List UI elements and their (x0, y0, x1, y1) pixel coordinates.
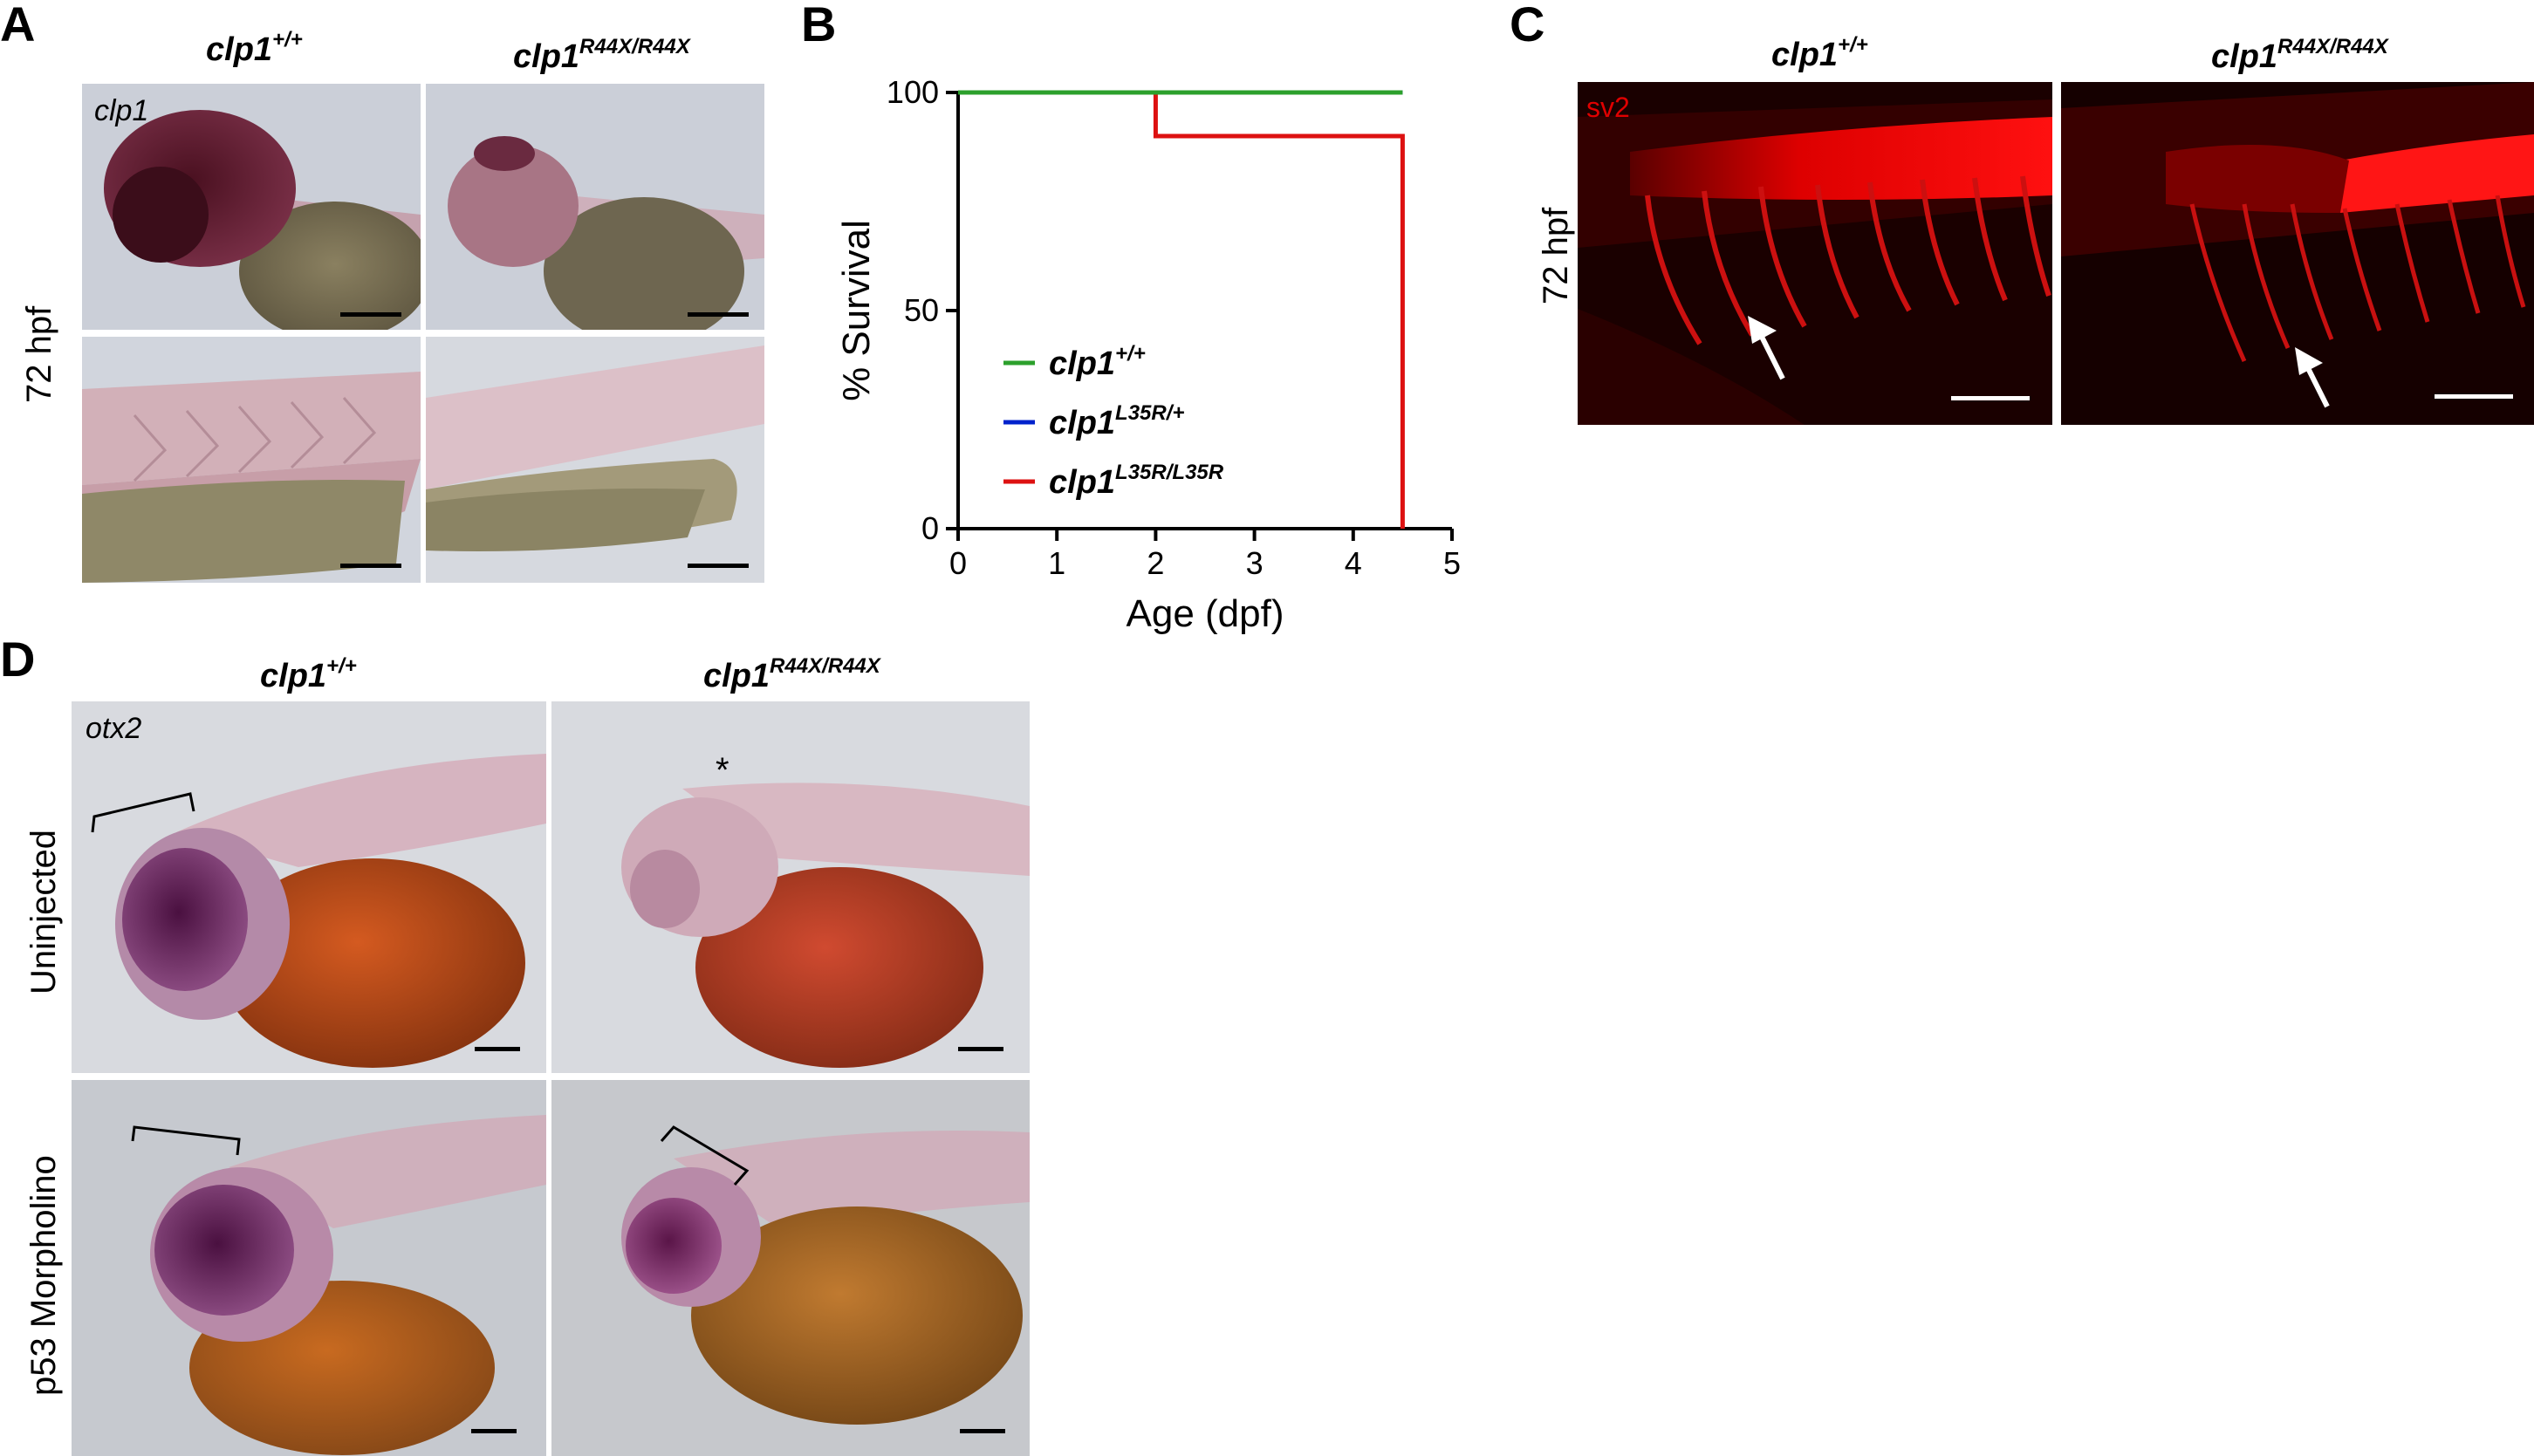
scale-bar (960, 1429, 1005, 1433)
panel-c-stage-label: 72 hpf (1537, 207, 1575, 304)
x-tick-label: 0 (949, 545, 967, 581)
panel-c-mutant-image (2061, 82, 2534, 425)
scale-bar (688, 564, 749, 568)
scale-bar (958, 1047, 1003, 1051)
x-axis-label: Age (dpf) (1127, 592, 1284, 635)
x-tick-label: 5 (1443, 545, 1461, 581)
y-axis-label: % Survival (835, 220, 878, 401)
scale-bar (2435, 394, 2513, 399)
panel-a-mutant-trunk-image (426, 337, 764, 583)
panel-d-row2-label: p53 Morpholino (24, 1155, 63, 1396)
scale-bar (340, 564, 401, 568)
panel-d-wt-uninjected-image: otx2 (72, 701, 546, 1073)
panel-d-gene-label: otx2 (86, 712, 142, 745)
panel-d-mutant-p53mo-image (551, 1080, 1030, 1456)
x-tick-label: 2 (1147, 545, 1164, 581)
y-tick-label: 50 (904, 292, 939, 328)
panel-a-mutant-head-image (426, 84, 764, 330)
panel-a-wt-head-image: clp1 (82, 84, 421, 330)
panel-label-b: B (801, 0, 837, 51)
scale-bar (1951, 396, 2030, 400)
scale-bar (688, 312, 749, 317)
panel-label-a: A (0, 0, 36, 51)
scale-bar (340, 312, 401, 317)
panel-c-stain-label: sv2 (1586, 92, 1630, 123)
panel-d-genotype-wt: clp1+/+ (260, 654, 357, 694)
scale-bar (475, 1047, 520, 1051)
panel-c-wt-image: sv2 (1578, 82, 2052, 425)
panel-c-genotype-mutant: clp1R44X/R44X (2211, 35, 2388, 75)
scale-bar (471, 1429, 517, 1433)
panel-d-asterisk: * (716, 751, 729, 790)
y-tick-label: 0 (921, 510, 939, 546)
y-tick-label: 100 (887, 74, 939, 110)
panel-d-wt-p53mo-image (72, 1080, 546, 1456)
x-tick-label: 4 (1345, 545, 1362, 581)
panel-a-genotype-wt: clp1+/+ (206, 28, 303, 68)
legend-label: clp1+/+ (1049, 342, 1146, 382)
panel-d-genotype-mutant: clp1R44X/R44X (703, 654, 880, 694)
panel-a-stage-label: 72 hpf (20, 305, 58, 403)
panel-label-c: C (1510, 0, 1545, 51)
x-tick-label: 1 (1048, 545, 1065, 581)
panel-label-d: D (0, 632, 36, 687)
panel-d-row1-label: Uninjected (24, 829, 63, 995)
legend-label: clp1L35R/L35R (1049, 461, 1224, 501)
panel-c-genotype-wt: clp1+/+ (1771, 33, 1868, 73)
legend-label: clp1L35R/+ (1049, 401, 1184, 441)
panel-a-genotype-mutant: clp1R44X/R44X (513, 35, 690, 75)
x-tick-label: 3 (1246, 545, 1264, 581)
panel-a-gene-label: clp1 (94, 94, 149, 127)
panel-d-mutant-uninjected-image: * (551, 701, 1030, 1073)
panel-a-wt-trunk-image (82, 337, 421, 583)
